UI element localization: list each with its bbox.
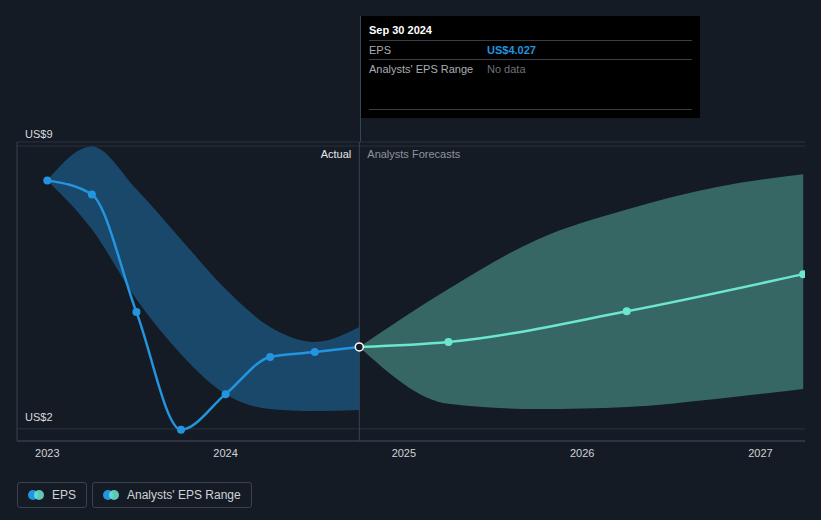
html-text:EPS: EPS [369, 44, 391, 56]
svg-text:2023: 2023 [35, 447, 59, 459]
svg-text:2027: 2027 [748, 447, 772, 459]
html-text:No data: No data [487, 63, 526, 75]
html-text:Sep 30 2024: Sep 30 2024 [369, 24, 432, 36]
svg-text:2025: 2025 [392, 447, 416, 459]
svg-text:Analysts Forecasts: Analysts Forecasts [367, 148, 460, 160]
svg-text:2026: 2026 [570, 447, 594, 459]
html-text:Analysts' EPS Range: Analysts' EPS Range [369, 63, 474, 75]
svg-text:US$2: US$2 [25, 411, 53, 423]
svg-text:US$9: US$9 [25, 128, 53, 140]
html-text:EPS: EPS [52, 488, 76, 502]
html-text:Analysts' EPS Range: Analysts' EPS Range [127, 488, 241, 502]
html-text:US$4.027: US$4.027 [487, 44, 536, 56]
svg-text:2024: 2024 [213, 447, 237, 459]
svg-text:Actual: Actual [321, 148, 352, 160]
